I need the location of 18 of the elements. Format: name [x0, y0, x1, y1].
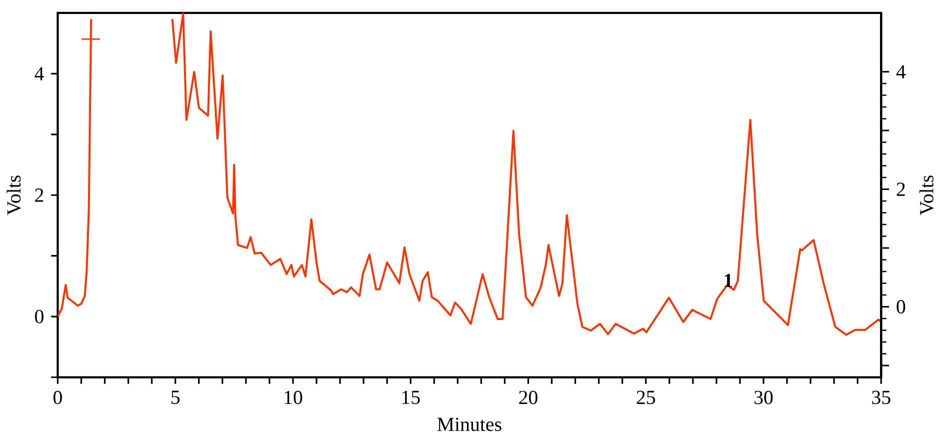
x-tick-label: 35 [872, 390, 890, 404]
x-tick-label: 15 [402, 390, 420, 404]
y-tick-label: 2 [35, 188, 44, 202]
y-tick-label: 0 [35, 310, 44, 324]
x-tick-label: 25 [636, 390, 656, 404]
y2-axis-title: Volts [919, 176, 934, 216]
annotation: 1 [724, 274, 732, 287]
x-tick-label: 10 [284, 390, 302, 404]
y-tick-label: 4 [34, 67, 44, 80]
x-tick-label: 30 [754, 390, 773, 404]
y2-tick-label: 2 [896, 182, 905, 196]
y2-tick-label: 4 [896, 65, 906, 78]
x-tick-label: 20 [519, 390, 538, 404]
y-axis-title: Volts [6, 176, 21, 216]
x-tick-label: 5 [172, 390, 180, 404]
x-tick-label: 0 [54, 390, 62, 404]
x-axis-title: Minutes [437, 418, 502, 432]
y2-tick-label: 0 [896, 300, 906, 314]
